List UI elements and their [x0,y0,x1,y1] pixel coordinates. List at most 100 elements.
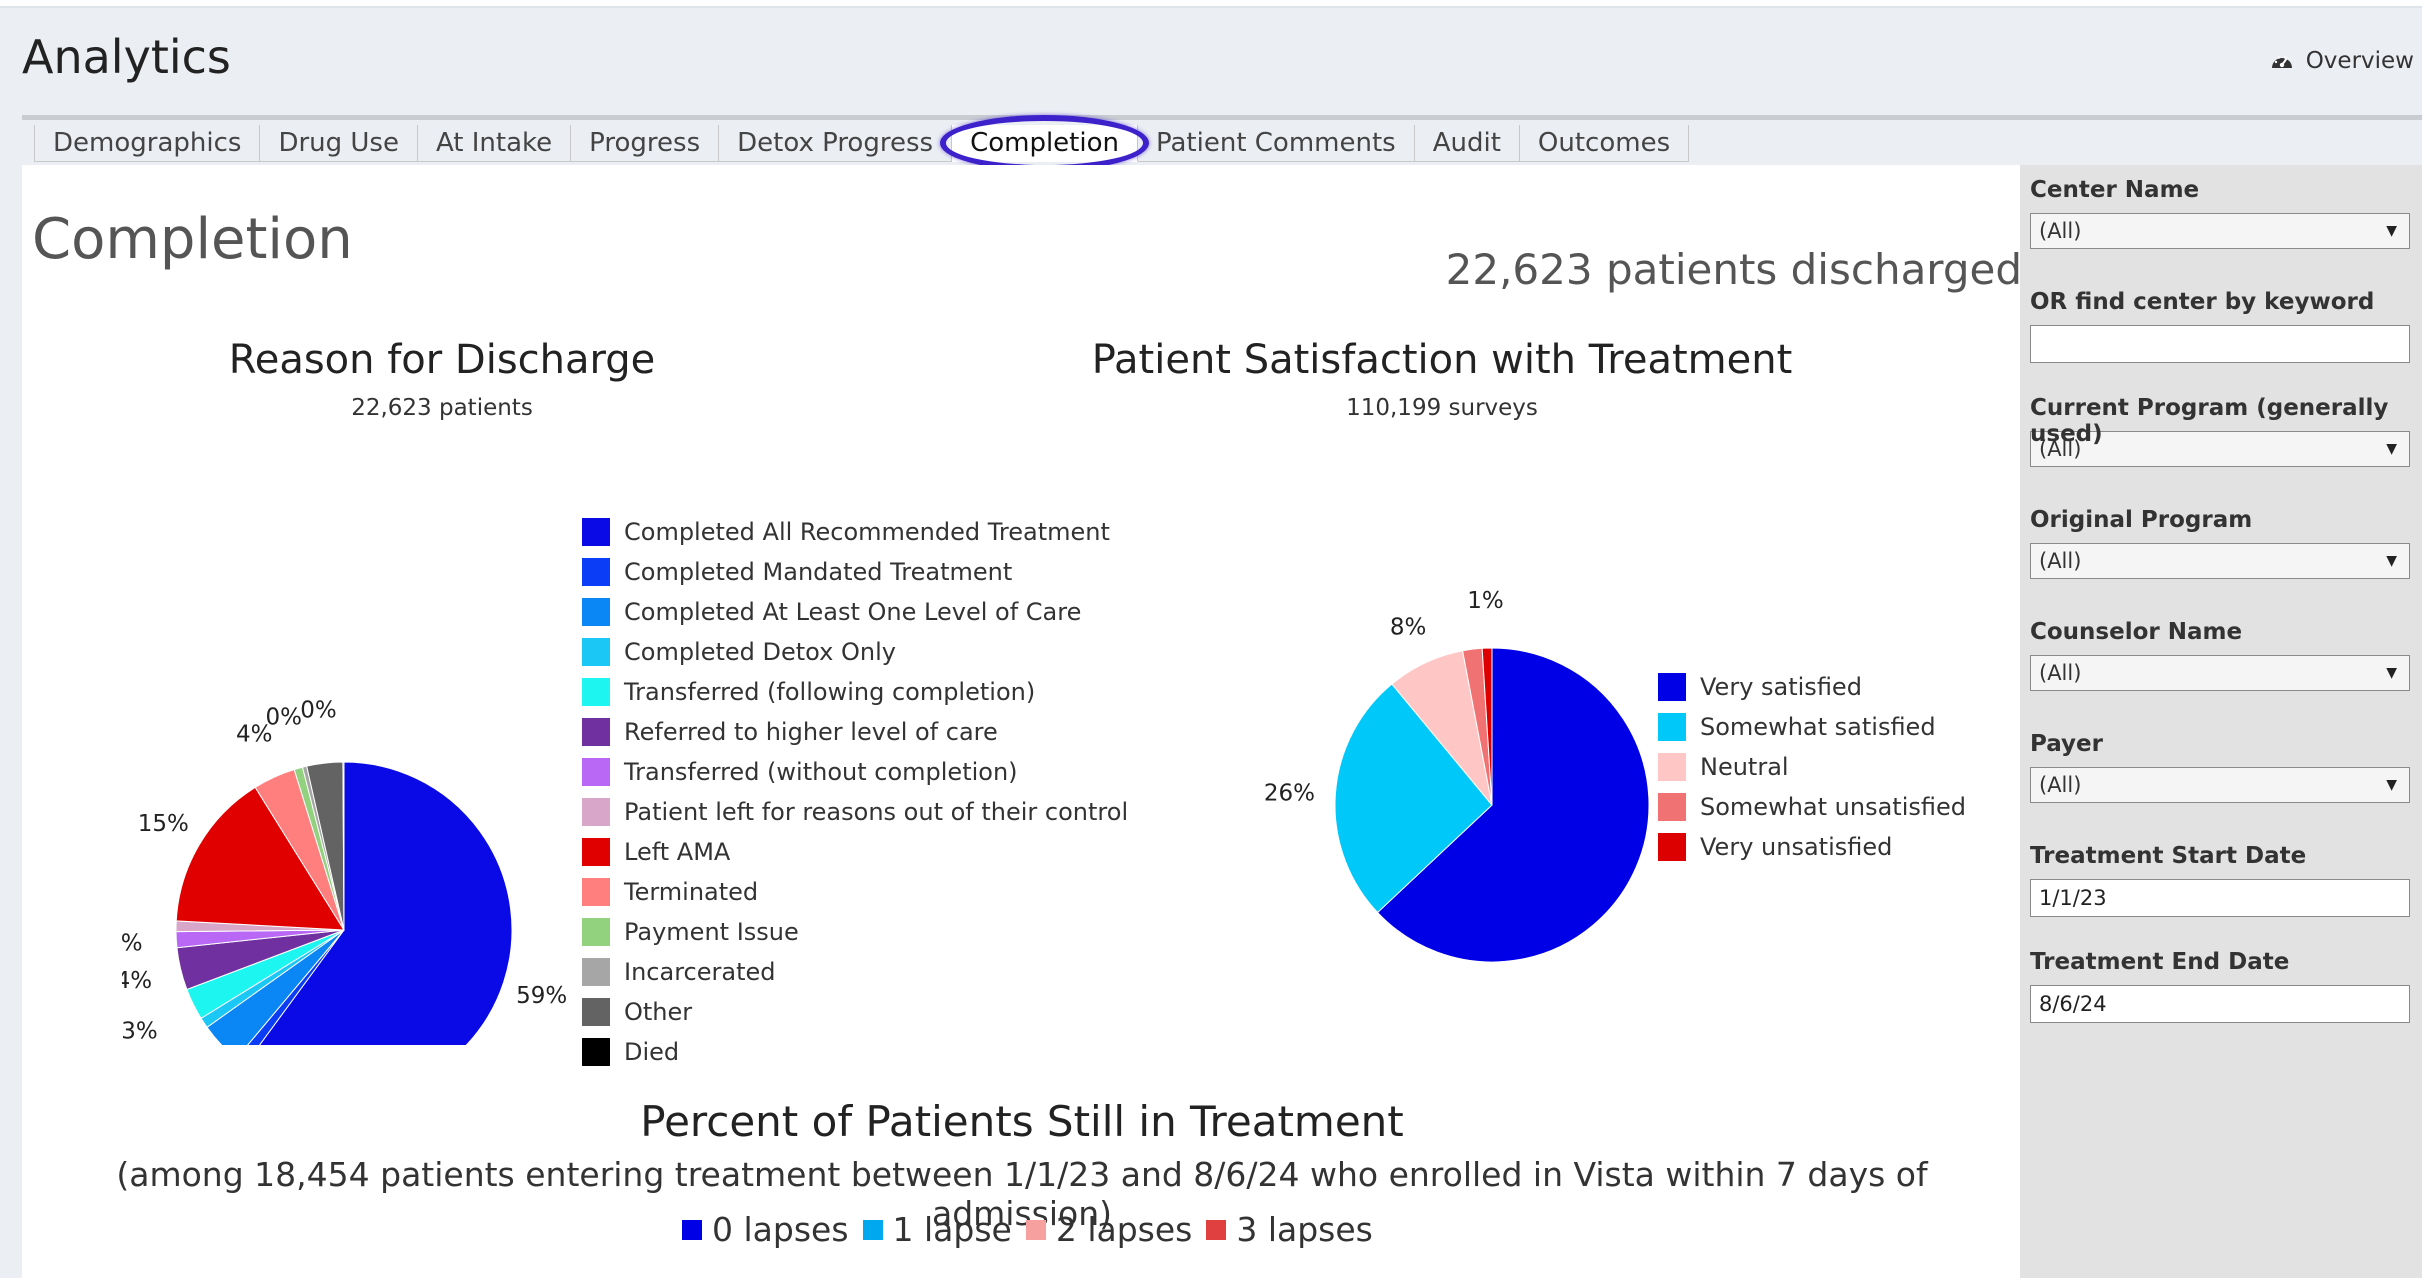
legend-item-somewhat-unsatisfied[interactable]: Somewhat unsatisfied [1658,787,1966,827]
legend-item: 1 lapse [862,1210,1012,1249]
legend-swatch [1206,1219,1227,1240]
legend-label: Died [624,1038,680,1066]
tab-at-intake[interactable]: At Intake [417,125,572,162]
center-name-select[interactable]: (All) ▼ [2030,213,2410,249]
retention-title: Percent of Patients Still in Treatment [640,1097,1404,1146]
tab-audit[interactable]: Audit [1414,125,1520,162]
legend-item-very-satisfied[interactable]: Very satisfied [1658,667,1966,707]
filter-treatment-start-date: Treatment Start Date [2030,843,2412,917]
dropdown-arrow-icon: ▼ [2386,665,2397,681]
tab-patient-comments[interactable]: Patient Comments [1137,125,1415,162]
data-label-other: 0% [300,697,337,723]
legend-label: Patient left for reasons out of their co… [624,798,1129,826]
legend-item-referred-to-higher-level-of-care[interactable]: Referred to higher level of care [582,712,1128,752]
overview-link[interactable]: Overview [2270,48,2414,74]
tab-demographics[interactable]: Demographics [35,125,261,162]
pie-slice-died[interactable] [342,761,345,931]
pie-slice-left-ama[interactable] [175,786,345,931]
legend-label: Very satisfied [1700,673,1862,701]
legend-item-payment-issue[interactable]: Payment Issue [582,912,1128,952]
tab-label: Demographics [53,128,242,158]
legend-label: Completed Mandated Treatment [624,558,1013,586]
data-label-terminated: 4% [236,722,272,748]
legend-label: Left AMA [624,838,731,866]
filter-current-program: Current Program (generally used) (All) ▼ [2030,395,2412,467]
legend-item-completed-at-least-one-level-of-care[interactable]: Completed At Least One Level of Care [582,592,1128,632]
filter-payer: Payer (All) ▼ [2030,731,2412,803]
legend-label: Completed All Recommended Treatment [624,518,1110,546]
discharge-pie-chart: 59%4%3%4%1%15%4%0%0% [122,697,567,1045]
current-program-select[interactable]: (All) ▼ [2030,431,2410,467]
legend-item-neutral[interactable]: Neutral [1658,747,1966,787]
tab-progress[interactable]: Progress [571,125,720,162]
legend-item-completed-detox-only[interactable]: Completed Detox Only [582,632,1128,672]
legend-label: 0 lapses [712,1210,849,1249]
legend-label: 1 lapse [892,1210,1012,1249]
select-value: (All) [2039,219,2082,243]
legend-item-somewhat-satisfied[interactable]: Somewhat satisfied [1658,707,1966,747]
payer-select[interactable]: (All) ▼ [2030,767,2410,803]
select-value: (All) [2039,773,2082,797]
original-program-select[interactable]: (All) ▼ [2030,543,2410,579]
legend-item-transferred-without-completion[interactable]: Transferred (without completion) [582,752,1128,792]
counselor-name-select[interactable]: (All) ▼ [2030,655,2410,691]
legend-item-left-ama[interactable]: Left AMA [582,832,1128,872]
legend-item-died[interactable]: Died [582,1032,1128,1072]
legend-item-terminated[interactable]: Terminated [582,872,1128,912]
legend-item-completed-all-recommended-treatment[interactable]: Completed All Recommended Treatment [582,512,1128,552]
tab-list: Demographics Drug Use At Intake Progress… [34,115,1690,171]
legend-item-other[interactable]: Other [582,992,1128,1032]
legend-item-incarcerated[interactable]: Incarcerated [582,952,1128,992]
satisfaction-chart-title: Patient Satisfaction with Treatment [1091,337,1793,383]
filter-center-keyword: OR find center by keyword [2030,289,2412,363]
legend-label: Somewhat unsatisfied [1700,793,1966,821]
pie-slice-somewhat-satisfied[interactable] [1334,683,1493,914]
select-value: (All) [2039,437,2082,461]
legend-item-patient-left-for-reasons-out-of-their-control[interactable]: Patient left for reasons out of their co… [582,792,1128,832]
legend-swatch [582,1038,610,1066]
filter-label: Payer [2030,731,2103,757]
tab-label: Completion [970,128,1119,158]
tab-bar: Demographics Drug Use At Intake Progress… [22,115,2422,171]
legend-swatch [1658,673,1686,701]
legend-item-very-unsatisfied[interactable]: Very unsatisfied [1658,827,1966,867]
app-title: Analytics [22,30,231,84]
legend-swatch [582,758,610,786]
legend-label: 3 lapses [1236,1210,1373,1249]
dropdown-arrow-icon: ▼ [2386,441,2397,457]
data-label-transferred-without-completion: 1% [122,931,143,957]
legend-swatch [1658,753,1686,781]
pie-slice-very-satisfied[interactable] [1376,647,1650,963]
data-label-transferred-following-completion: 3% [122,1019,158,1045]
tab-drug-use[interactable]: Drug Use [260,125,418,162]
legend-label: Completed Detox Only [624,638,896,666]
center-keyword-input[interactable] [2030,325,2410,363]
discharge-chart-subtitle: 22,623 patients [351,395,533,421]
filter-panel: Center Name (All) ▼ OR find center by key… [2020,165,2422,1278]
legend-swatch [682,1219,702,1240]
legend-label: Completed At Least One Level of Care [624,598,1082,626]
legend-swatch [582,838,610,866]
pie-slice-very-unsatisfied[interactable] [1481,647,1493,806]
filter-center-name: Center Name (All) ▼ [2030,177,2412,249]
filter-treatment-end-date: Treatment End Date [2030,949,2412,1023]
legend-item-completed-mandated-treatment[interactable]: Completed Mandated Treatment [582,552,1128,592]
page-title: Completion [32,207,353,272]
dropdown-arrow-icon: ▼ [2386,553,2397,569]
treatment-start-date-input[interactable] [2030,879,2410,917]
tab-outcomes[interactable]: Outcomes [1519,125,1690,162]
legend-swatch [1025,1219,1046,1240]
satisfaction-legend: Very satisfied Somewhat satisfied Neutral S… [1658,667,1966,867]
discharge-legend: Completed All Recommended Treatment Compl… [582,512,1128,1072]
treatment-end-date-input[interactable] [2030,985,2410,1023]
legend-item-transferred-following-completion[interactable]: Transferred (following completion) [582,672,1128,712]
tab-label: Progress [589,128,701,158]
legend-swatch [1658,833,1686,861]
tab-detox-progress[interactable]: Detox Progress [719,125,953,162]
legend-label: Incarcerated [624,958,776,986]
tab-completion[interactable]: Completion [940,115,1149,171]
filter-counselor-name: Counselor Name (All) ▼ [2030,619,2412,691]
pie-slice-completed-all-recommended-treatment[interactable] [245,761,513,1045]
tab-label: Drug Use [278,128,399,158]
filter-label: Counselor Name [2030,619,2243,645]
